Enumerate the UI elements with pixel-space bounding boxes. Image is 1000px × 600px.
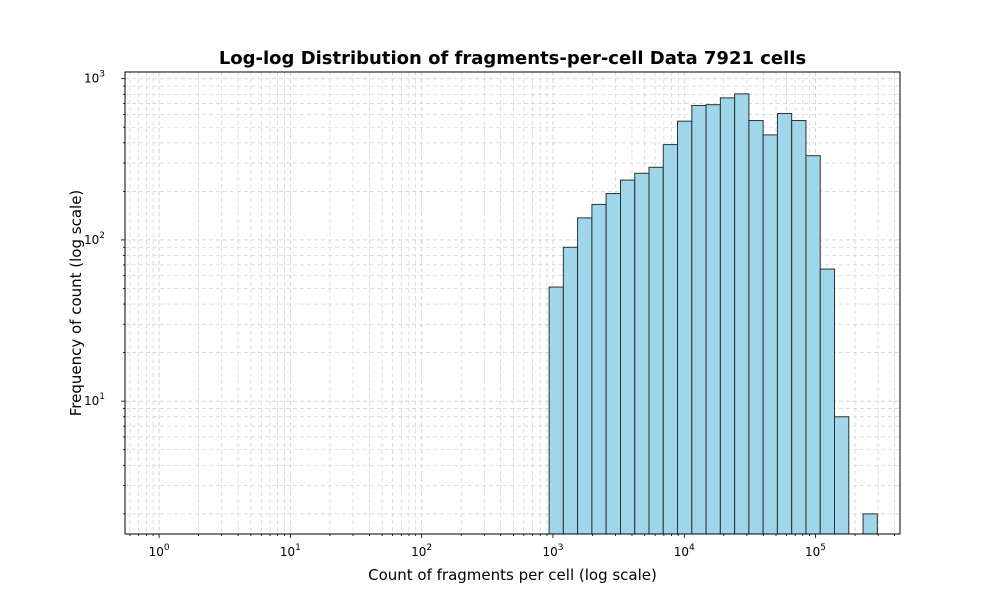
histogram-bar — [591, 203, 607, 535]
x-tick-label: 101 — [280, 543, 301, 559]
histogram-bar — [834, 416, 850, 535]
y-tick-label: 102 — [84, 231, 105, 247]
x-tick-label: 102 — [411, 543, 432, 559]
y-tick-label: 101 — [84, 392, 105, 408]
x-tick-label: 104 — [674, 543, 695, 559]
histogram-bar — [577, 217, 593, 535]
bar-layer — [548, 93, 878, 535]
histogram-bar — [762, 134, 778, 535]
histogram-bar — [705, 104, 721, 535]
y-tick-label: 103 — [84, 70, 105, 86]
tick-layer: 100 101 102 103 104 105 101 102 103 — [84, 70, 895, 559]
histogram-bar — [562, 246, 579, 535]
histogram-bar — [791, 120, 807, 535]
histogram-bar — [620, 179, 636, 535]
histogram-bar — [862, 513, 878, 535]
x-tick-label: 100 — [149, 543, 170, 559]
x-tick-label: 105 — [805, 543, 826, 559]
histogram-bar — [776, 113, 793, 535]
x-tick-label: 103 — [542, 543, 563, 559]
chart-title: Log-log Distribution of fragments-per-ce… — [219, 48, 806, 69]
histogram-bar — [648, 166, 664, 535]
histogram-bar — [805, 155, 821, 535]
histogram-bar — [748, 120, 764, 535]
histogram-bar — [677, 120, 693, 535]
histogram-bar — [662, 144, 679, 535]
y-axis-label: Frequency of count (log scale) — [67, 190, 85, 417]
histogram-bar — [691, 104, 707, 535]
x-axis-label: Count of fragments per cell (log scale) — [368, 566, 657, 584]
axes-frame — [124, 71, 901, 535]
histogram-bar — [719, 97, 736, 535]
histogram-bar — [605, 193, 622, 535]
histogram-bar — [819, 268, 836, 535]
histogram-bar — [734, 93, 750, 535]
histogram-bar — [634, 172, 650, 535]
histogram-bar — [548, 286, 564, 535]
